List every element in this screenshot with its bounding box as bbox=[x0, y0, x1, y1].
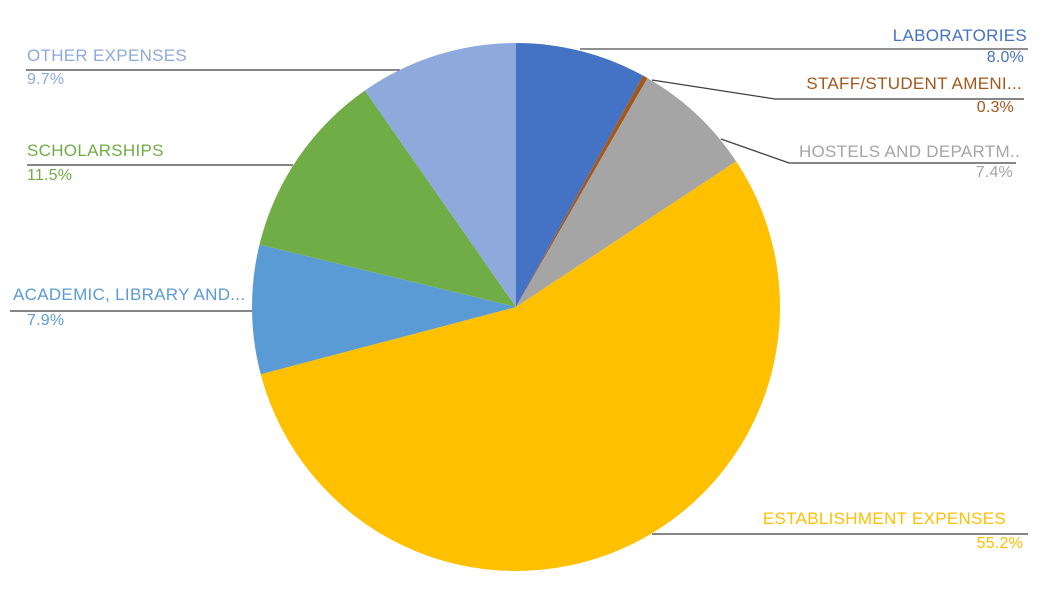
pie-slice-laboratories bbox=[516, 43, 644, 307]
pie-slice-scholarships bbox=[259, 90, 516, 307]
leader-lines bbox=[10, 48, 1028, 535]
leader-line-staff-student-ameni bbox=[651, 79, 1024, 100]
leader-line-hostels-and-departm bbox=[720, 138, 1016, 164]
pie-slice-staff-student-ameni bbox=[516, 75, 648, 307]
pie-slice-hostels-and-departm bbox=[516, 78, 737, 307]
pie-slice-establishment-expenses bbox=[260, 161, 780, 571]
pie-slice-other-expenses bbox=[364, 43, 516, 307]
pie-slice-academic-library-and bbox=[251, 244, 516, 375]
pie-slices bbox=[251, 43, 780, 571]
